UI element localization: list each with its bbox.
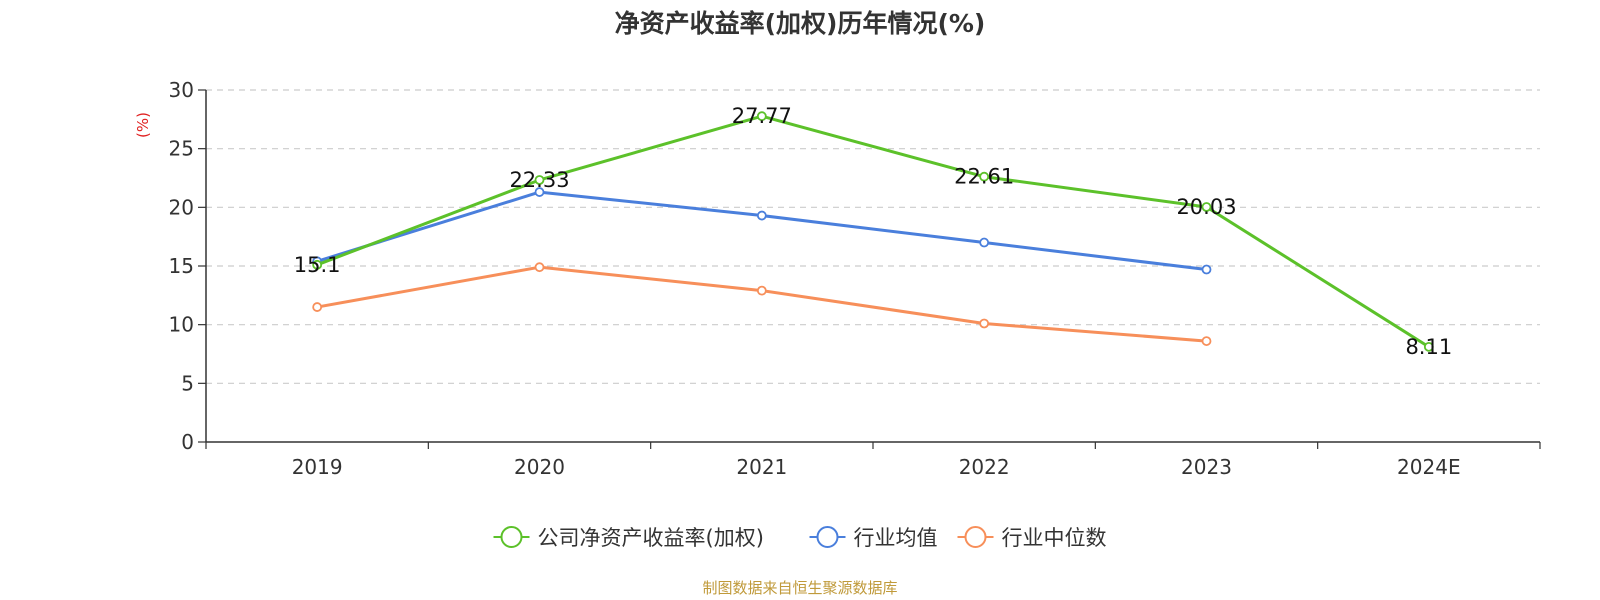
y-tick-label: 10 [169, 313, 194, 337]
y-tick-label: 25 [169, 137, 194, 161]
legend-marker [500, 526, 523, 548]
y-tick-label: 5 [181, 371, 194, 395]
data-point [756, 111, 767, 122]
data-point [756, 210, 767, 221]
data-point [979, 318, 990, 329]
data-label: 22.61 [954, 165, 1014, 189]
legend-label: 行业均值 [854, 526, 938, 550]
legend-label: 公司净资产收益率(加权) [538, 526, 764, 550]
data-point [534, 175, 545, 185]
data-label: 27.77 [732, 104, 792, 128]
y-tick-label: 30 [169, 78, 194, 102]
chart-title: 净资产收益率(加权)历年情况(%) [614, 9, 986, 38]
x-tick-label: 2024E [1397, 455, 1461, 479]
data-source-note: 制图数据来自恒生聚源数据库 [702, 579, 898, 597]
data-label: 22.33 [509, 168, 569, 192]
series-line [316, 114, 1430, 349]
x-tick-label: 2023 [1181, 455, 1232, 479]
data-point [534, 262, 545, 273]
y-tick-label: 15 [169, 254, 194, 278]
x-tick-label: 2019 [292, 455, 343, 479]
data-label: 8.11 [1405, 335, 1452, 359]
x-tick-label: 2021 [736, 455, 787, 479]
y-tick-label: 0 [181, 430, 194, 454]
legend-label: 行业中位数 [1002, 526, 1107, 550]
data-label: 20.03 [1176, 195, 1236, 219]
legend-marker [964, 526, 987, 548]
data-label: 15.1 [294, 253, 341, 277]
data-point [979, 237, 990, 248]
y-axis-label: (%) [134, 112, 152, 138]
series-line [316, 190, 1207, 272]
x-tick-label: 2020 [514, 455, 565, 479]
data-point [756, 285, 767, 296]
data-point [312, 259, 323, 270]
data-point [534, 187, 545, 197]
data-point [1423, 341, 1434, 352]
x-tick-label: 2022 [959, 455, 1010, 479]
data-point [312, 302, 323, 312]
data-point [1201, 336, 1212, 346]
data-point [1201, 202, 1212, 212]
y-tick-label: 20 [169, 195, 194, 219]
series-line [316, 265, 1207, 343]
legend-marker [816, 526, 839, 548]
data-point [979, 171, 990, 182]
data-point [1201, 264, 1212, 275]
